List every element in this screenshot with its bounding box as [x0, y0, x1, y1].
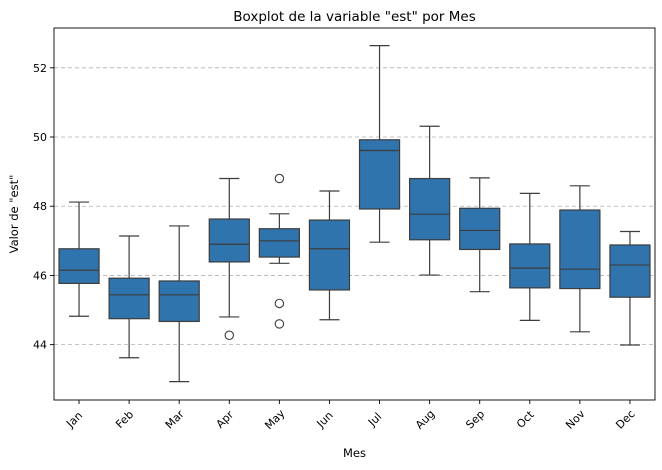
outlier-point [224, 330, 235, 341]
box-oct [509, 192, 551, 322]
box-feb [108, 235, 150, 359]
box-may [258, 173, 301, 329]
iqr-box [358, 139, 401, 210]
box-sep [459, 177, 501, 293]
outlier-point [274, 298, 285, 309]
iqr-box [459, 207, 501, 251]
iqr-box [208, 218, 250, 263]
box-apr [208, 177, 250, 341]
iqr-box [308, 219, 351, 291]
chart-title: Boxplot de la variable "est" por Mes [233, 9, 476, 25]
x-axis-label: Mes [343, 446, 366, 460]
y-axis-ticks: 44 46 48 50 52 [33, 62, 54, 352]
box-dec [609, 230, 651, 346]
iqr-box [509, 243, 551, 289]
y-tick-label: 44 [33, 339, 47, 352]
y-tick-label: 46 [33, 269, 47, 282]
y-tick-label: 50 [33, 131, 47, 144]
outlier-point [274, 319, 285, 329]
box-jun [308, 190, 351, 321]
iqr-box [609, 244, 651, 298]
box-jul [358, 45, 401, 243]
box-aug [408, 125, 451, 276]
iqr-box [108, 277, 150, 320]
y-tick-label: 52 [33, 62, 47, 75]
y-axis-label: Valor de "est" [7, 175, 21, 254]
box-jan [58, 201, 100, 317]
box-layer [58, 45, 651, 383]
plot-frame [53, 27, 656, 401]
outlier-point [274, 173, 285, 184]
box-mar [158, 225, 200, 383]
grid-lines [54, 67, 655, 346]
iqr-box [559, 209, 601, 290]
y-tick-label: 48 [33, 200, 47, 213]
box-nov [559, 185, 601, 333]
iqr-box [258, 228, 301, 258]
iqr-box [158, 280, 200, 323]
iqr-box [408, 177, 451, 241]
iqr-box [58, 248, 100, 284]
